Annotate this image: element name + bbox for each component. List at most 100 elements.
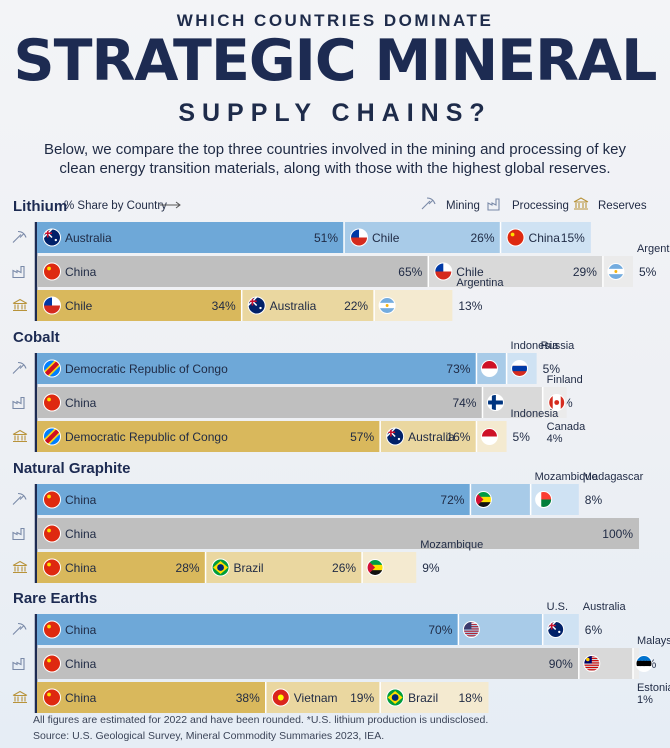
mining-legend-icon — [421, 197, 436, 210]
country-label: Chile — [65, 299, 93, 313]
vietnam-flag — [271, 688, 290, 707]
bar-segment — [37, 682, 266, 713]
country-label: Canada — [547, 421, 586, 433]
value-label: 26% — [471, 231, 495, 245]
kicker-text: WHICH COUNTRIES DOMINATE — [176, 11, 494, 30]
country-label: China — [65, 493, 97, 507]
china-flag — [43, 558, 61, 577]
china-flag — [43, 490, 61, 509]
value-label: 34% — [212, 299, 236, 313]
reserves-row-icon — [12, 690, 28, 704]
reserves-row-icon — [12, 298, 28, 312]
australia-flag — [43, 228, 61, 247]
country-label: China — [529, 231, 561, 245]
reserves-legend-label: Reserves — [598, 200, 647, 212]
bar-segment — [37, 614, 459, 645]
bar-segment — [428, 256, 603, 287]
country-label: Australia — [408, 430, 455, 444]
country-label: Indonesia — [511, 408, 560, 420]
brazil-flag — [386, 688, 405, 707]
value-label: 16% — [446, 430, 470, 444]
value-label: 28% — [176, 561, 200, 575]
value-label: 18% — [458, 691, 482, 705]
mineral-title: Cobalt — [13, 329, 60, 346]
value-label: 65% — [398, 265, 422, 279]
value-label: 1% — [637, 694, 653, 706]
reserves-legend-icon — [573, 197, 589, 210]
country-label: China — [65, 561, 97, 575]
value-label: 90% — [549, 657, 573, 671]
russia-flag — [511, 360, 529, 377]
malaysia-flag — [583, 655, 601, 672]
country-label: Russia — [541, 340, 576, 352]
country-label: Argentina — [456, 277, 504, 289]
country-label: Australia — [583, 601, 627, 613]
bar-segment — [37, 353, 477, 384]
mozambique-flag — [474, 491, 492, 508]
value-label: 57% — [350, 430, 374, 444]
country-label: Democratic Republic of Congo — [65, 430, 228, 444]
bar-segment — [37, 648, 579, 679]
processing-legend-icon — [487, 198, 500, 211]
processing-row-icon — [12, 396, 25, 410]
country-label: Malaysia — [637, 635, 670, 647]
country-label: Australia — [270, 299, 317, 313]
value-label: 13% — [458, 299, 482, 313]
mining-row-icon — [12, 361, 27, 374]
value-label: 4% — [547, 433, 563, 445]
china-flag — [43, 262, 61, 281]
processing-row-icon — [12, 265, 25, 279]
country-label: China — [65, 657, 97, 671]
indonesia-flag — [480, 428, 498, 445]
drc-flag — [43, 427, 61, 446]
processing-row-icon — [12, 527, 25, 541]
china-flag — [43, 654, 61, 673]
value-label: 6% — [585, 623, 603, 637]
country-label: Mozambique — [535, 471, 598, 483]
value-label: 8% — [585, 493, 603, 507]
value-label: 72% — [440, 493, 464, 507]
page-title: STRATEGIC MINERAL — [13, 28, 658, 94]
china-flag — [506, 228, 525, 247]
country-label: Chile — [456, 265, 484, 279]
country-label: Indonesia — [511, 340, 560, 352]
bar-segment — [37, 290, 242, 321]
country-label: China — [65, 623, 97, 637]
drc-flag — [43, 359, 61, 378]
value-label: 74% — [452, 396, 476, 410]
country-label: Finland — [547, 374, 583, 386]
country-label: Democratic Republic of Congo — [65, 362, 228, 376]
mining-row-icon — [12, 622, 27, 635]
country-label: China — [65, 396, 97, 410]
country-label: China — [65, 527, 97, 541]
country-label: Vietnam — [294, 691, 338, 705]
processing-row-icon — [12, 657, 25, 671]
bar-segment — [37, 518, 639, 549]
value-label: 26% — [332, 561, 356, 575]
country-label: China — [65, 265, 97, 279]
finland-flag — [486, 394, 504, 411]
country-label: China — [65, 691, 97, 705]
mineral-title: Rare Earths — [13, 590, 97, 607]
china-flag — [43, 620, 61, 639]
value-label: 73% — [446, 362, 470, 376]
chile-flag — [434, 262, 453, 281]
value-label: 15% — [561, 231, 585, 245]
reserves-row-icon — [12, 429, 28, 443]
bar-segment — [37, 552, 206, 583]
china-flag — [43, 393, 61, 412]
country-label: Chile — [372, 231, 400, 245]
country-label: Mozambique — [420, 539, 483, 551]
madagascar-flag — [535, 491, 553, 508]
bar-segment — [37, 256, 429, 287]
page-subtitle: SUPPLY CHAINS? — [178, 99, 492, 127]
estonia-flag — [635, 655, 653, 672]
country-label: Estonia — [637, 682, 670, 694]
source-note: Source: U.S. Geological Survey, Mineral … — [33, 730, 385, 742]
australia-flag — [547, 621, 565, 638]
mining-row-icon — [12, 230, 27, 243]
value-label: 100% — [602, 527, 633, 541]
mining-legend-label: Mining — [446, 200, 480, 212]
country-label: Australia — [65, 231, 112, 245]
